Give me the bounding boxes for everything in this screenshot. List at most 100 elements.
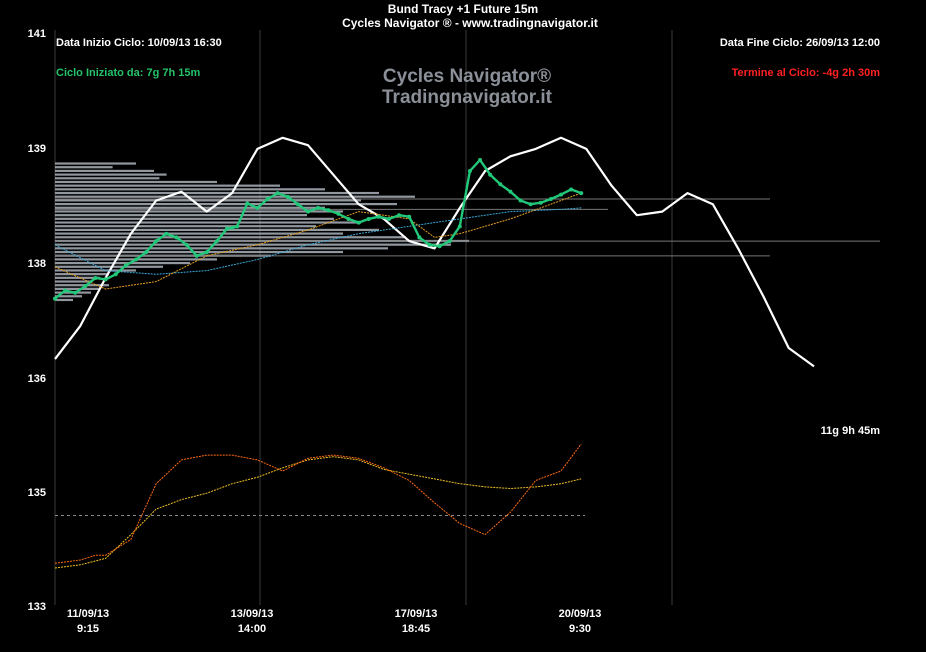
price-point <box>113 272 118 277</box>
price-point <box>326 208 331 213</box>
volume-bar-13 <box>55 210 343 213</box>
volume-bar-32 <box>55 280 91 283</box>
volume-bar-31 <box>55 276 100 279</box>
price-point <box>386 216 391 221</box>
price-point <box>346 216 351 221</box>
cycle-end-date: Data Fine Ciclo: 26/09/13 12:00 <box>720 37 880 49</box>
series-ma-fast <box>54 192 582 290</box>
price-point <box>184 242 189 247</box>
volume-bar-14 <box>55 214 307 217</box>
volume-bar-18 <box>55 228 379 231</box>
price-point <box>579 191 584 196</box>
price-point <box>164 231 169 236</box>
price-point <box>518 198 523 203</box>
price-point <box>366 216 371 221</box>
price-point <box>63 288 68 293</box>
projection-end-label: 11g 9h 45m <box>821 425 881 437</box>
volume-bar-33 <box>55 284 109 287</box>
volume-bar-27 <box>55 261 190 265</box>
volume-bar-12 <box>55 206 325 209</box>
price-point <box>559 192 563 197</box>
price-point <box>508 189 513 194</box>
volume-bar-9 <box>55 195 415 198</box>
price-point <box>53 296 57 301</box>
price-point <box>265 197 270 202</box>
series-ma-slow <box>54 207 582 275</box>
x-tick-time: 9:15 <box>77 623 99 635</box>
price-point <box>528 202 533 207</box>
y-tick-label: 135 <box>28 487 46 499</box>
y-tick-label: 141 <box>28 28 46 40</box>
price-point <box>154 239 159 244</box>
x-tick-time: 9:30 <box>569 623 591 635</box>
series-osc-fast <box>54 443 582 564</box>
y-axis-ticks: 141 139 138 136 135 133 <box>28 28 46 613</box>
volume-bar-6 <box>55 184 280 187</box>
price-point <box>376 214 381 219</box>
price-point <box>478 157 483 162</box>
price-point <box>295 202 300 207</box>
price-point <box>569 187 574 192</box>
price-point <box>245 201 250 206</box>
chart-series <box>53 136 815 569</box>
x-tick-time: 18:45 <box>402 623 430 635</box>
price-point <box>174 235 179 240</box>
x-tick-date: 13/09/13 <box>231 608 274 620</box>
volume-bar-11 <box>55 202 397 206</box>
volume-bar-28 <box>55 265 163 268</box>
price-point <box>427 242 432 247</box>
volume-bar-16 <box>55 221 361 224</box>
volume-bar-8 <box>55 191 379 195</box>
price-point <box>407 214 412 219</box>
volume-bar-0 <box>55 162 136 165</box>
volume-bar-1 <box>55 166 113 169</box>
cycle-start-date: Data Inizio Ciclo: 10/09/13 16:30 <box>56 37 222 49</box>
price-point <box>467 169 472 173</box>
volume-bar-2 <box>55 169 154 172</box>
volume-bar-24 <box>55 250 343 254</box>
price-point <box>73 290 78 295</box>
price-point <box>316 205 321 210</box>
volume-bar-5 <box>55 180 217 184</box>
price-point <box>538 200 543 205</box>
volume-bar-4 <box>55 177 160 180</box>
volume-bar-19 <box>55 232 343 235</box>
volume-bar-37 <box>55 298 73 302</box>
chart-subtitle: Cycles Navigator ® - www.tradingnavigato… <box>342 16 598 30</box>
volume-bar-7 <box>55 188 325 191</box>
price-point <box>306 209 310 214</box>
price-point <box>225 226 230 231</box>
x-tick-date: 17/09/13 <box>395 608 438 620</box>
price-point <box>447 239 452 244</box>
y-tick-label: 139 <box>28 143 46 155</box>
volume-bar-23 <box>55 247 388 250</box>
watermark-line-2: Tradingnavigator.it <box>382 87 553 108</box>
price-point <box>235 224 240 229</box>
price-point <box>285 194 290 199</box>
cycle-remaining-label: Termine al Ciclo: -4g 2h 30m <box>732 67 881 79</box>
price-point <box>123 263 128 268</box>
price-point <box>457 224 462 229</box>
price-point <box>336 211 341 216</box>
volume-bar-10 <box>55 199 361 202</box>
series-price <box>54 158 582 300</box>
price-point <box>204 250 209 255</box>
price-point <box>144 250 149 255</box>
vertical-gridlines <box>54 30 673 605</box>
volume-bar-30 <box>55 273 109 276</box>
price-point <box>356 220 361 225</box>
volume-bar-36 <box>55 295 82 298</box>
price-point <box>93 275 98 280</box>
price-point <box>397 213 402 218</box>
price-point <box>498 182 503 187</box>
price-point <box>548 197 553 202</box>
watermark-line-1: Cycles Navigator® <box>383 66 551 87</box>
x-tick-date: 20/09/13 <box>559 608 602 620</box>
x-axis-ticks: 11/09/13 9:15 13/09/13 14:00 17/09/13 18:45 20… <box>67 608 602 635</box>
price-point <box>133 257 138 262</box>
volume-bar-15 <box>55 217 334 220</box>
x-tick-time: 14:00 <box>238 623 266 635</box>
volume-profile <box>55 162 880 302</box>
